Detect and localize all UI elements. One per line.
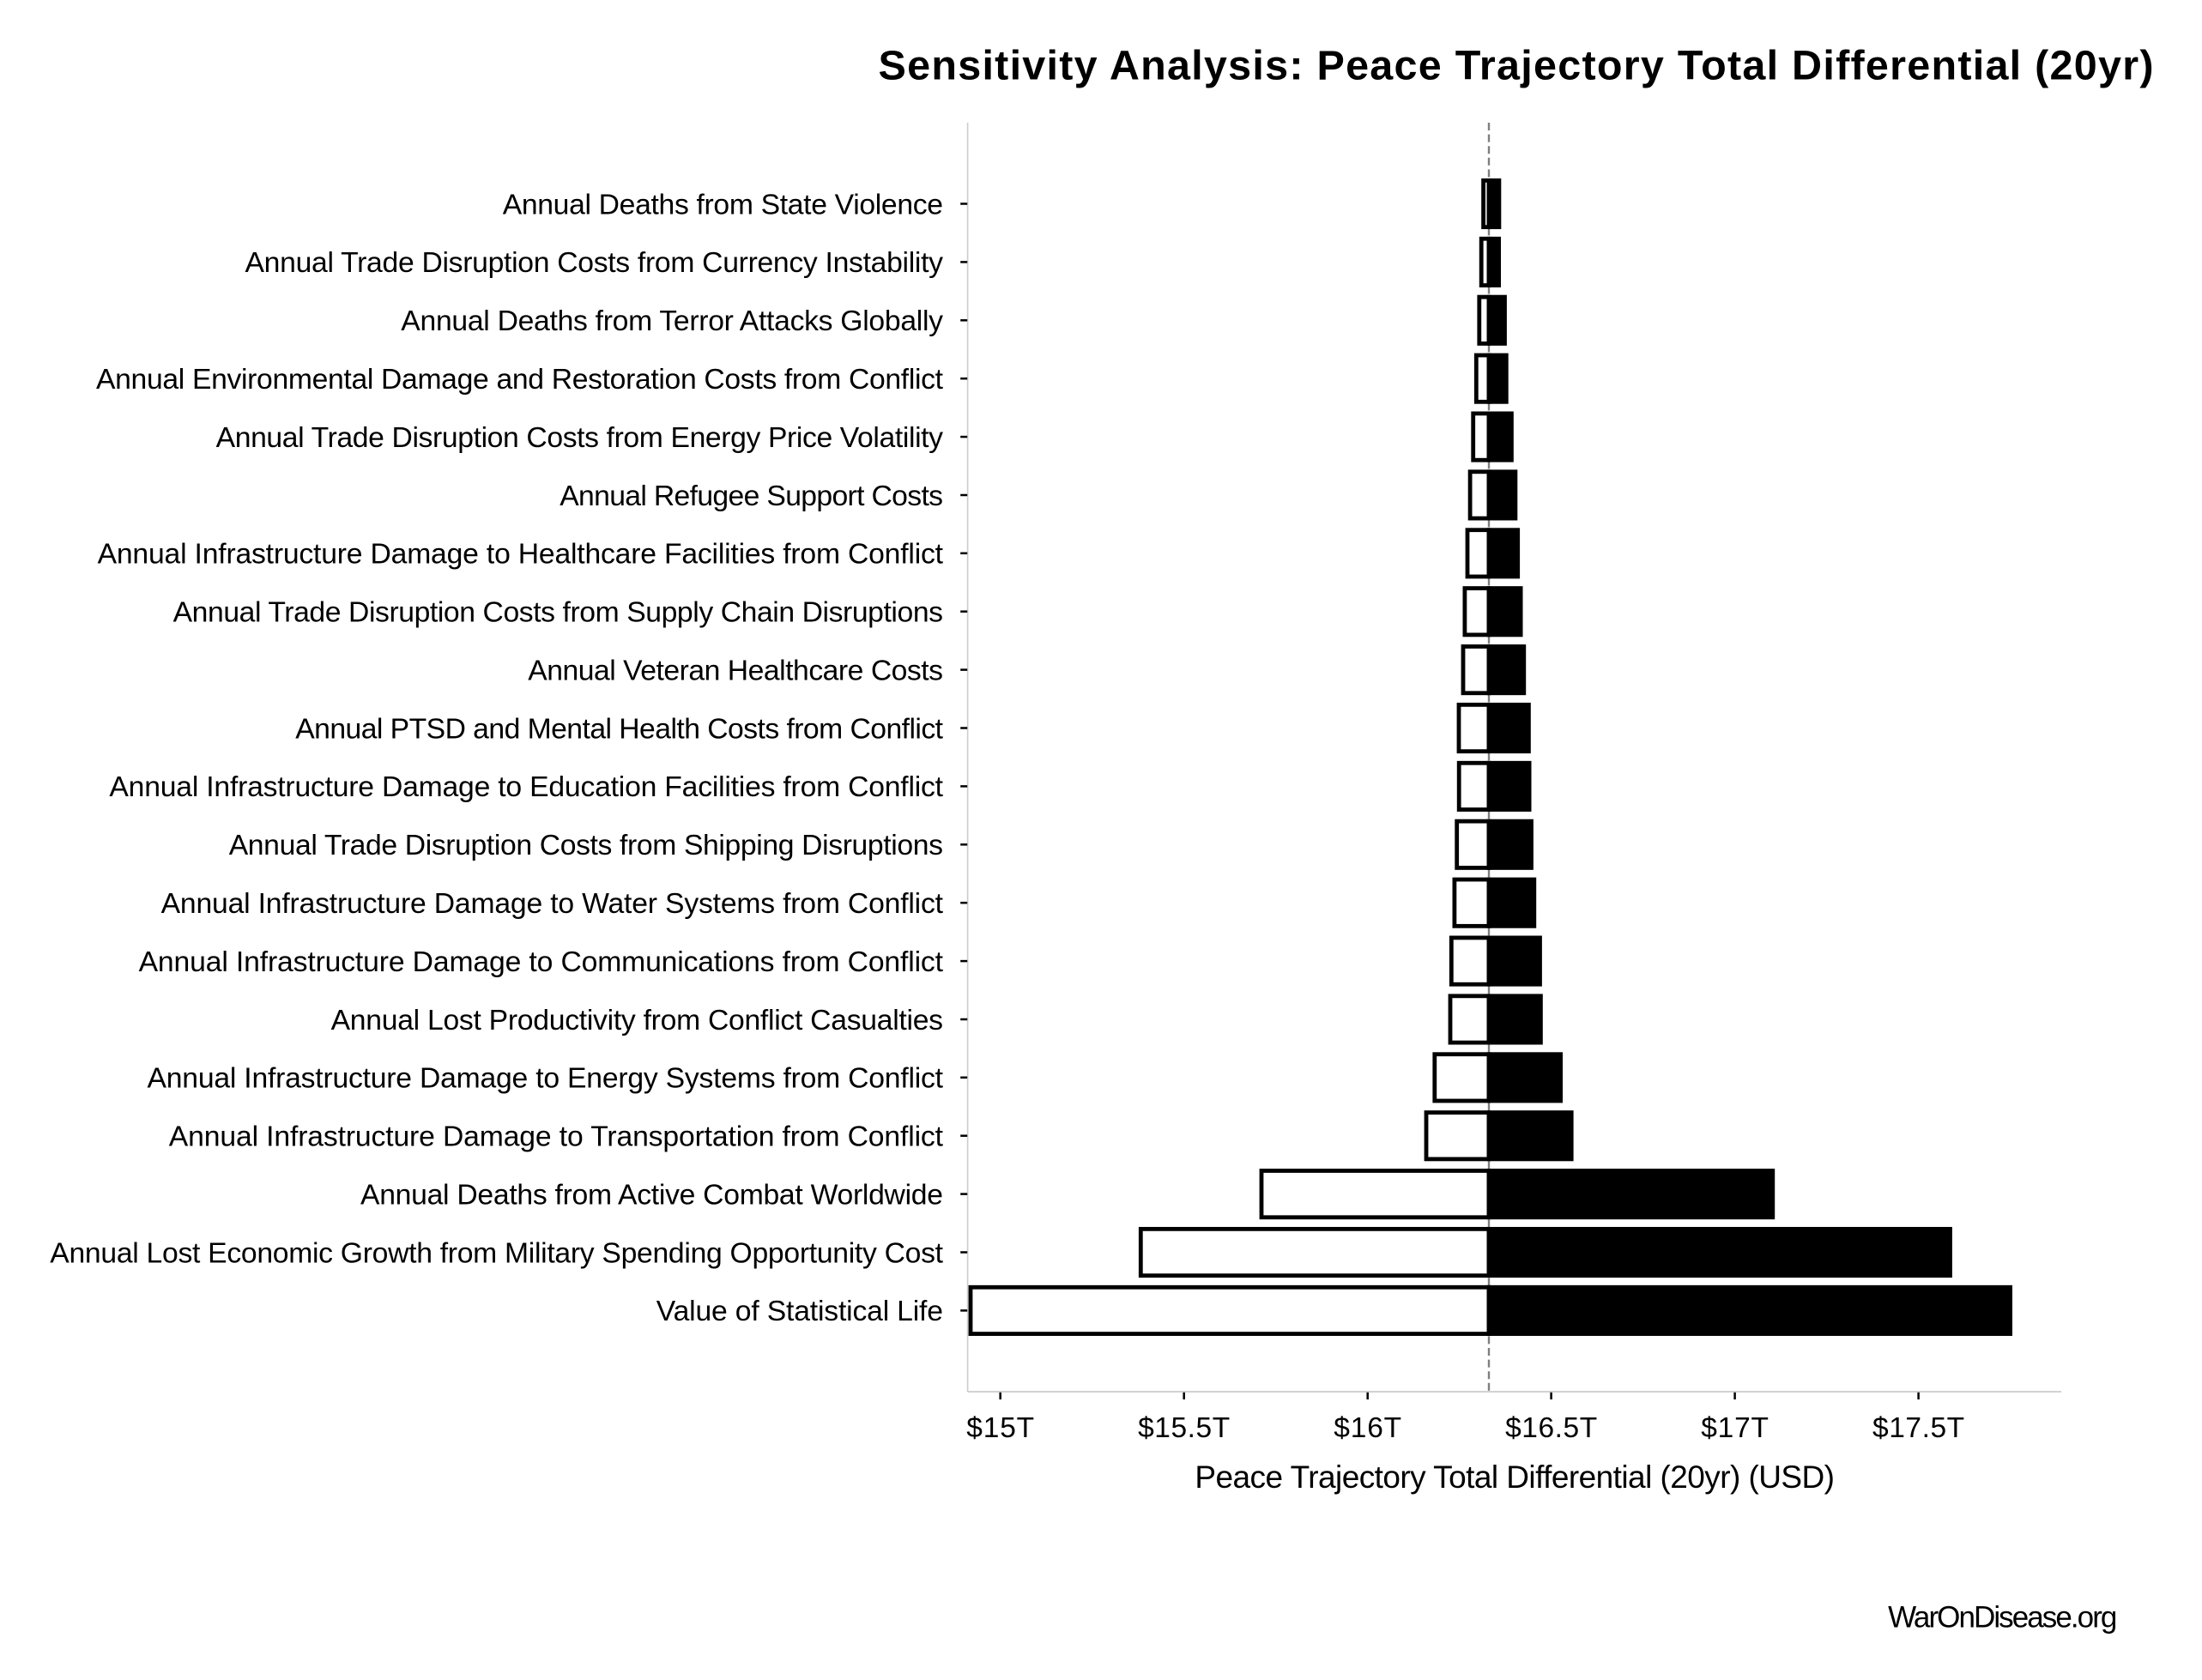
svg-text:Annual Veteran Healthcare Cost: Annual Veteran Healthcare Costs xyxy=(528,654,943,686)
svg-text:Annual Deaths from Terror Atta: Annual Deaths from Terror Attacks Global… xyxy=(401,305,943,337)
svg-text:$17.5T: $17.5T xyxy=(1872,1412,1964,1444)
svg-text:$16T: $16T xyxy=(1334,1412,1401,1444)
svg-text:$17T: $17T xyxy=(1701,1412,1769,1444)
svg-text:Annual Infrastructure Damage t: Annual Infrastructure Damage to Educatio… xyxy=(109,771,943,803)
svg-text:Annual PTSD and Mental Health: Annual PTSD and Mental Health Costs from… xyxy=(295,712,943,745)
svg-text:Annual Infrastructure Damage t: Annual Infrastructure Damage to Energy S… xyxy=(148,1062,944,1095)
svg-text:$15T: $15T xyxy=(966,1412,1034,1444)
svg-text:Annual Infrastructure Damage t: Annual Infrastructure Damage to Transpor… xyxy=(169,1121,944,1153)
svg-text:Annual Infrastructure Damage t: Annual Infrastructure Damage to Water Sy… xyxy=(161,887,944,920)
svg-text:Annual Trade Disruption Costs: Annual Trade Disruption Costs from Shipp… xyxy=(229,829,943,861)
svg-text:Annual Lost Productivity from: Annual Lost Productivity from Conflict C… xyxy=(331,1004,943,1036)
svg-text:$16.5T: $16.5T xyxy=(1505,1412,1597,1444)
svg-text:Annual Trade Disruption Costs: Annual Trade Disruption Costs from Energ… xyxy=(216,421,944,454)
svg-text:Annual Deaths from State Viole: Annual Deaths from State Violence xyxy=(503,188,943,221)
svg-text:Annual Refugee Support Costs: Annual Refugee Support Costs xyxy=(560,480,943,512)
svg-text:Annual Infrastructure Damage t: Annual Infrastructure Damage to Healthca… xyxy=(98,538,944,571)
svg-text:Annual Trade Disruption Costs: Annual Trade Disruption Costs from Suppl… xyxy=(173,596,943,629)
svg-text:WarOnDisease.org: WarOnDisease.org xyxy=(1888,1601,2117,1635)
svg-text:Annual Environmental Damage an: Annual Environmental Damage and Restorat… xyxy=(96,363,944,396)
svg-text:Annual Infrastructure Damage t: Annual Infrastructure Damage to Communic… xyxy=(139,946,944,978)
svg-text:Annual Lost Economic Growth fr: Annual Lost Economic Growth from Militar… xyxy=(50,1236,943,1269)
svg-text:Annual Trade Disruption Costs: Annual Trade Disruption Costs from Curre… xyxy=(245,246,944,279)
svg-text:Sensitivity Analysis: Peace Tr: Sensitivity Analysis: Peace Trajectory T… xyxy=(879,43,2154,89)
svg-text:$15.5T: $15.5T xyxy=(1138,1412,1230,1444)
svg-text:Value of Statistical Life: Value of Statistical Life xyxy=(656,1295,943,1327)
svg-text:Annual Deaths from Active Comb: Annual Deaths from Active Combat Worldwi… xyxy=(360,1178,943,1211)
svg-text:Peace Trajectory Total Differe: Peace Trajectory Total Differential (20y… xyxy=(1195,1459,1835,1495)
